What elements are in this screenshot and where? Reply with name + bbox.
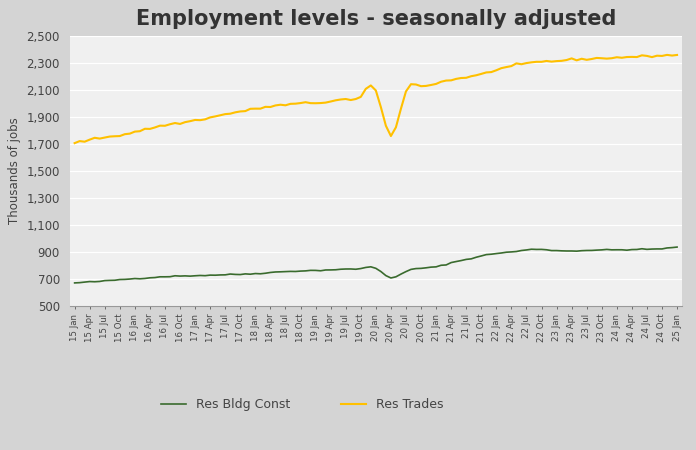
Res Trades	[131, 129, 139, 134]
Res Trades	[447, 78, 455, 83]
Legend: Res Bldg Const, Res Trades: Res Bldg Const, Res Trades	[157, 393, 448, 416]
Title: Employment levels - seasonally adjusted: Employment levels - seasonally adjusted	[136, 9, 616, 29]
Res Trades	[211, 114, 219, 119]
Res Bldg Const	[70, 280, 79, 286]
Res Bldg Const	[211, 273, 219, 278]
Res Trades	[477, 71, 485, 76]
Line: Res Bldg Const: Res Bldg Const	[74, 247, 677, 283]
Res Bldg Const	[326, 267, 335, 273]
Res Bldg Const	[447, 260, 455, 265]
Res Trades	[663, 52, 671, 58]
Res Trades	[673, 52, 681, 58]
Y-axis label: Thousands of jobs: Thousands of jobs	[8, 117, 21, 225]
Res Trades	[70, 140, 79, 146]
Line: Res Trades: Res Trades	[74, 55, 677, 143]
Res Bldg Const	[673, 244, 681, 250]
Res Bldg Const	[633, 247, 641, 252]
Res Trades	[633, 54, 641, 60]
Res Bldg Const	[477, 253, 485, 259]
Res Trades	[326, 99, 335, 104]
Res Bldg Const	[131, 276, 139, 281]
